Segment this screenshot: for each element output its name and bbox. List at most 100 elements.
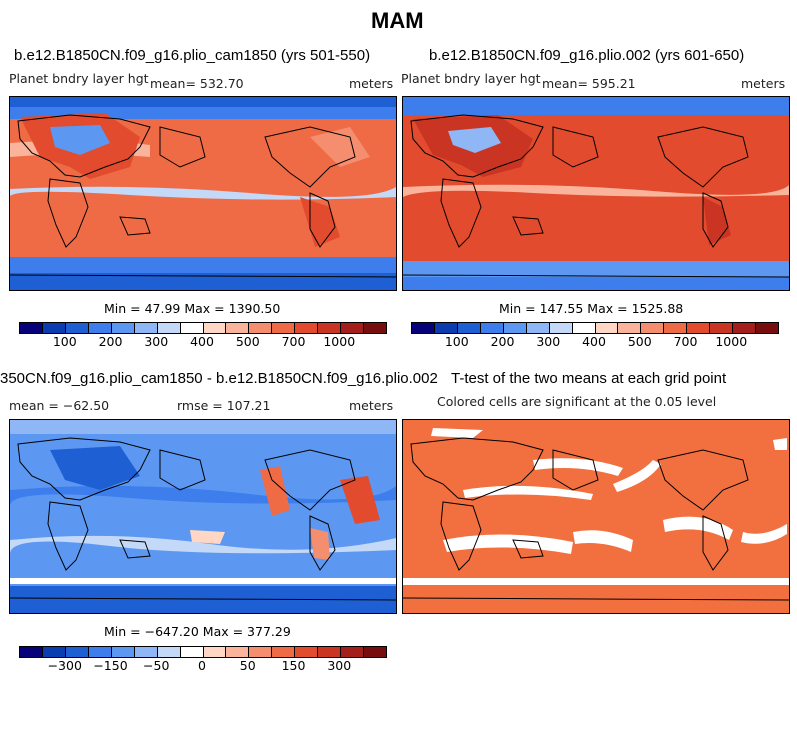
colorbar-tick-label: 400 (582, 334, 606, 349)
colorbar-cell (686, 323, 710, 333)
panel2-colorbar (411, 322, 779, 334)
colorbar-cell (594, 323, 618, 333)
colorbar-cell (663, 323, 687, 333)
colorbar-cell (41, 647, 65, 657)
colorbar-tick-label: 500 (627, 334, 652, 349)
colorbar-cell (709, 323, 733, 333)
colorbar-cell (41, 323, 65, 333)
panel1-minmax: Min = 47.99 Max = 1390.50 (104, 301, 281, 316)
colorbar-cell (202, 647, 226, 657)
colorbar-tick-label: 700 (673, 334, 698, 349)
colorbar-cell (340, 647, 364, 657)
colorbar-cell (479, 323, 503, 333)
panel2-colorbar-ticks: 100 200 300 400 500 700 1000 (0, 334, 797, 350)
colorbar-cell (617, 323, 641, 333)
panel2-minmax: Min = 147.55 Max = 1525.88 (499, 301, 684, 316)
colorbar-cell (248, 647, 272, 657)
colorbar-cell (179, 647, 203, 657)
colorbar-cell (20, 323, 42, 333)
colorbar-cell (456, 323, 480, 333)
colorbar-tick-label: 200 (490, 334, 515, 349)
panel3-colorbar (19, 646, 387, 658)
panel4-subtitle: Colored cells are significant at the 0.0… (437, 394, 717, 409)
colorbar-tick-label: 100 (444, 334, 469, 349)
panel3-title: 350CN.f09_g16.plio_cam1850 - b.e12.B1850… (0, 370, 438, 387)
panel1-variable: Planet bndry layer hgt (9, 71, 149, 86)
colorbar-tick-label: 1000 (715, 334, 748, 349)
panel2-title: b.e12.B1850CN.f09_g16.plio.002 (yrs 601-… (429, 47, 745, 64)
colorbar-cell (640, 323, 664, 333)
colorbar-cell (225, 323, 249, 333)
colorbar-tick-label: 1000 (323, 334, 356, 349)
panel1-map (9, 96, 397, 291)
colorbar-cell (20, 647, 42, 657)
panel4-title: T-test of the two means at each grid poi… (451, 370, 727, 387)
colorbar-cell (294, 323, 318, 333)
colorbar-cell (363, 323, 386, 333)
colorbar-cell (179, 323, 203, 333)
colorbar-cell (133, 647, 157, 657)
colorbar-cell (502, 323, 526, 333)
colorbar-tick-label: 100 (52, 334, 77, 349)
colorbar-cell (525, 323, 549, 333)
colorbar-cell (433, 323, 457, 333)
panel4-map (402, 419, 790, 614)
colorbar-cell (110, 647, 134, 657)
colorbar-tick-label: 500 (235, 334, 260, 349)
colorbar-cell (271, 647, 295, 657)
panel1-units: meters (349, 76, 394, 91)
panel3-mean: mean = −62.50 (9, 398, 110, 413)
panel3-map-graphic (10, 420, 396, 613)
colorbar-cell (110, 323, 134, 333)
colorbar-cell (340, 323, 364, 333)
colorbar-tick-label: 200 (98, 334, 123, 349)
colorbar-tick-label: 300 (327, 658, 352, 673)
colorbar-cell (87, 647, 111, 657)
colorbar-cell (732, 323, 756, 333)
colorbar-cell (156, 323, 180, 333)
panel3-units: meters (349, 398, 394, 413)
panel3-minmax: Min = −647.20 Max = 377.29 (104, 624, 291, 639)
colorbar-cell (202, 323, 226, 333)
colorbar-cell (248, 323, 272, 333)
panel1-title: b.e12.B1850CN.f09_g16.plio_cam1850 (yrs … (14, 47, 371, 64)
colorbar-cell (571, 323, 595, 333)
colorbar-cell (294, 647, 318, 657)
colorbar-cell (87, 323, 111, 333)
panel1-colorbar (19, 322, 387, 334)
panel3-colorbar-ticks: −300 −150 −50 0 50 150 300 (0, 658, 797, 674)
colorbar-cell (64, 323, 88, 333)
colorbar-tick-label: 50 (239, 658, 256, 673)
colorbar-cell (156, 647, 180, 657)
colorbar-tick-label: 700 (281, 334, 306, 349)
colorbar-cell (271, 323, 295, 333)
panel1-mean: mean= 532.70 (150, 76, 244, 91)
colorbar-cell (133, 323, 157, 333)
colorbar-cell (755, 323, 778, 333)
panel2-mean: mean= 595.21 (542, 76, 636, 91)
colorbar-cell (363, 647, 386, 657)
panel3-rmse: rmse = 107.21 (177, 398, 271, 413)
panel1-colorbar-ticks: 100 200 300 400 500 700 1000 (0, 334, 797, 350)
colorbar-cell (64, 647, 88, 657)
colorbar-tick-label: −300 (47, 658, 82, 673)
colorbar-tick-label: 0 (198, 658, 206, 673)
colorbar-tick-label: 150 (281, 658, 306, 673)
colorbar-cell (317, 647, 341, 657)
colorbar-cell (412, 323, 434, 333)
panel1-map-graphic (10, 97, 396, 290)
colorbar-cell (548, 323, 572, 333)
panel4-map-graphic (403, 420, 789, 613)
colorbar-tick-label: −150 (93, 658, 128, 673)
panel3-map (9, 419, 397, 614)
panel2-variable: Planet bndry layer hgt (401, 71, 541, 86)
colorbar-tick-label: 400 (190, 334, 214, 349)
panel2-map-graphic (403, 97, 789, 290)
colorbar-tick-label: 300 (536, 334, 561, 349)
figure-title: MAM (371, 8, 424, 33)
colorbar-tick-label: 300 (144, 334, 169, 349)
panel2-units: meters (741, 76, 786, 91)
colorbar-cell (317, 323, 341, 333)
colorbar-tick-label: −50 (143, 658, 170, 673)
panel2-map (402, 96, 790, 291)
